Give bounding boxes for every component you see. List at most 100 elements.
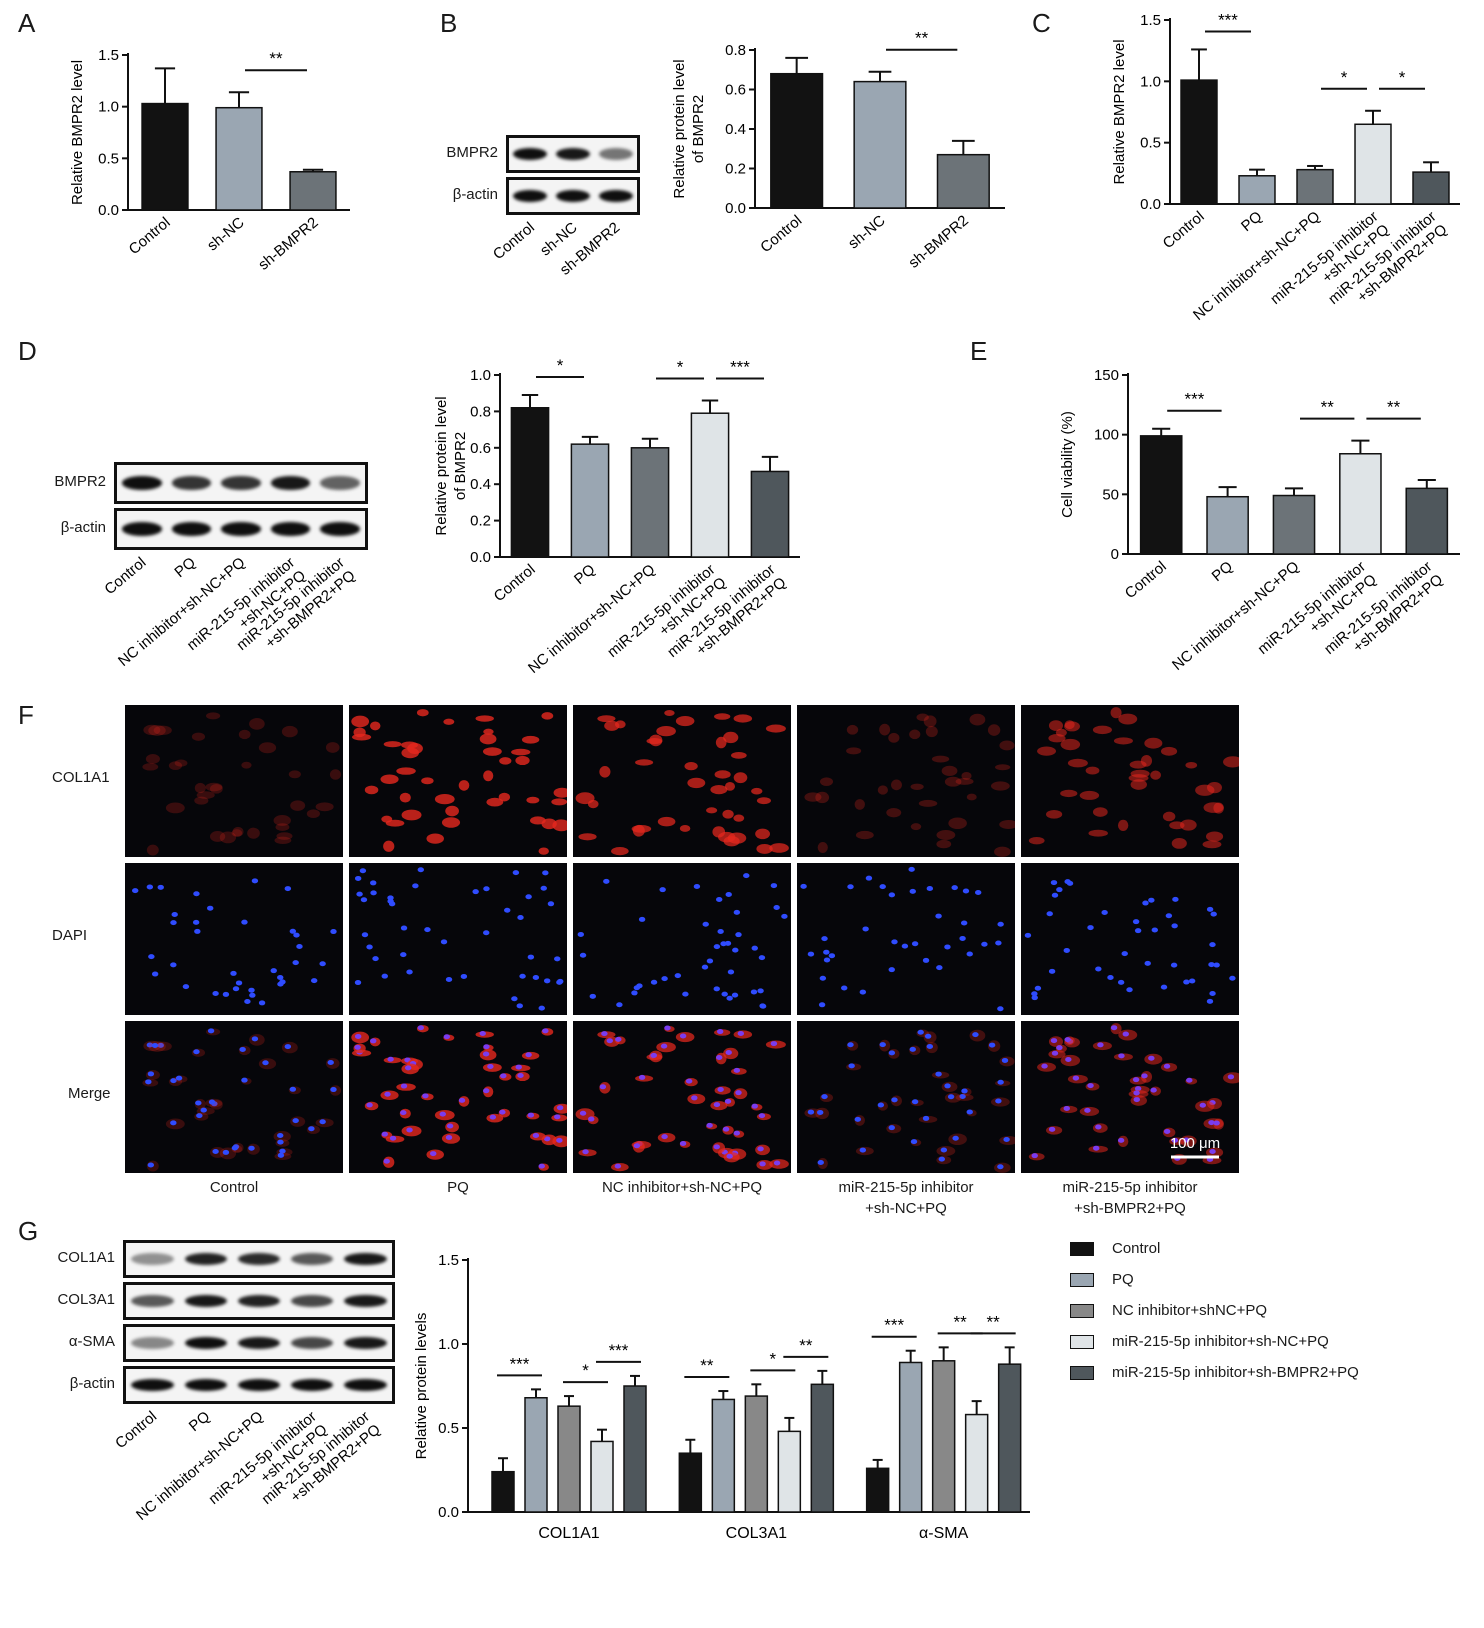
bar	[630, 447, 670, 558]
nucleus	[1065, 1057, 1072, 1063]
blot-band	[290, 1336, 334, 1350]
y-tick-label: 50	[1102, 486, 1119, 503]
blot-strip	[123, 1240, 395, 1278]
nucleus	[472, 889, 479, 895]
nucleus	[512, 870, 520, 876]
cell-red	[723, 731, 739, 744]
y-tick-label: 1.0	[438, 1336, 459, 1353]
cell-red	[383, 741, 402, 748]
nucleus	[296, 944, 303, 950]
blot-strip	[123, 1366, 395, 1404]
nucleus	[1209, 991, 1216, 997]
nucleus	[726, 995, 733, 1001]
nucleus	[716, 1029, 724, 1035]
legend-item: PQ	[1070, 1271, 1134, 1288]
cell-red	[969, 713, 986, 726]
nucleus	[1001, 1057, 1009, 1063]
nucleus	[599, 1084, 607, 1090]
nucleus	[758, 955, 766, 961]
nucleus	[733, 1130, 740, 1136]
nucleus	[517, 1072, 524, 1078]
bar	[678, 1452, 703, 1513]
cell-red	[1144, 737, 1163, 749]
fluorescence-image	[797, 1021, 1015, 1173]
nucleus	[1031, 991, 1038, 997]
cell-red	[815, 791, 830, 804]
nucleus	[262, 1060, 269, 1066]
nucleus	[715, 897, 723, 903]
legend-swatch	[1070, 1241, 1094, 1256]
significance-label: ***	[510, 1354, 530, 1373]
blot-lane-label: Control	[101, 554, 149, 598]
nucleus	[1126, 987, 1133, 993]
nucleus	[516, 1003, 523, 1009]
nucleus	[926, 886, 934, 892]
y-tick-label: 0.0	[725, 200, 746, 217]
nucleus	[556, 979, 563, 985]
nucleus	[556, 1137, 563, 1143]
nucleus	[1031, 995, 1038, 1001]
nucleus	[910, 1139, 918, 1145]
cell-red	[730, 752, 747, 759]
cell-red	[401, 747, 419, 759]
nucleus	[911, 1099, 919, 1105]
x-tick-label: sh-NC	[845, 212, 889, 252]
blot-band	[131, 1252, 174, 1266]
nucleus	[1132, 919, 1140, 925]
cell-red	[1060, 738, 1081, 751]
nucleus	[706, 1122, 713, 1128]
cell-red	[385, 819, 405, 827]
blot-band	[555, 189, 591, 203]
image-column-label-line: +sh-NC+PQ	[865, 1200, 947, 1217]
nucleus	[292, 1118, 299, 1124]
bar	[215, 106, 263, 211]
nucleus	[538, 1163, 545, 1169]
nucleus	[366, 1102, 373, 1108]
y-tick-label: 1.5	[1140, 12, 1161, 29]
cell-red	[1180, 819, 1197, 831]
legend-swatch	[1070, 1334, 1094, 1349]
bar	[777, 1430, 802, 1513]
cell-red	[498, 792, 511, 802]
panel-letter-f: F	[18, 700, 34, 730]
nucleus	[638, 1074, 646, 1080]
bar	[853, 80, 907, 209]
nucleus	[251, 878, 259, 884]
nucleus	[515, 1064, 522, 1070]
x-tick-label: PQ	[1209, 558, 1237, 585]
panel-letter-d: D	[18, 336, 37, 366]
cell-red	[306, 809, 320, 818]
cell-red	[936, 839, 952, 849]
image-row-label: Merge	[68, 1085, 111, 1102]
nucleus	[540, 885, 547, 891]
cell-red	[1128, 774, 1149, 782]
nucleus	[1051, 892, 1059, 898]
nucleus	[720, 941, 727, 947]
nucleus	[279, 1148, 286, 1154]
bar	[1412, 171, 1450, 205]
legend-item: Control	[1070, 1240, 1160, 1257]
cell-red	[944, 776, 962, 787]
fluorescence-image	[573, 863, 791, 1015]
cell-red	[1140, 755, 1153, 767]
fluorescence-image	[1021, 705, 1239, 857]
nucleus	[997, 1006, 1004, 1012]
nucleus	[157, 1042, 164, 1048]
cell-red	[273, 815, 291, 826]
cell-red	[219, 831, 237, 844]
fluorescence-image: 100 μm	[1021, 1021, 1239, 1173]
nucleus	[277, 1139, 284, 1145]
nucleus	[1003, 1136, 1010, 1142]
nucleus	[1133, 1097, 1140, 1103]
bar	[557, 1405, 581, 1513]
bar	[623, 1385, 647, 1513]
blot-strip	[506, 135, 640, 173]
nucleus	[483, 886, 490, 892]
cell-red	[145, 754, 160, 764]
nucleus	[241, 919, 248, 925]
nucleus	[823, 949, 830, 955]
bar	[1405, 487, 1449, 555]
nucleus	[901, 943, 909, 949]
cell-red	[1223, 756, 1239, 768]
cell-red	[855, 830, 874, 840]
